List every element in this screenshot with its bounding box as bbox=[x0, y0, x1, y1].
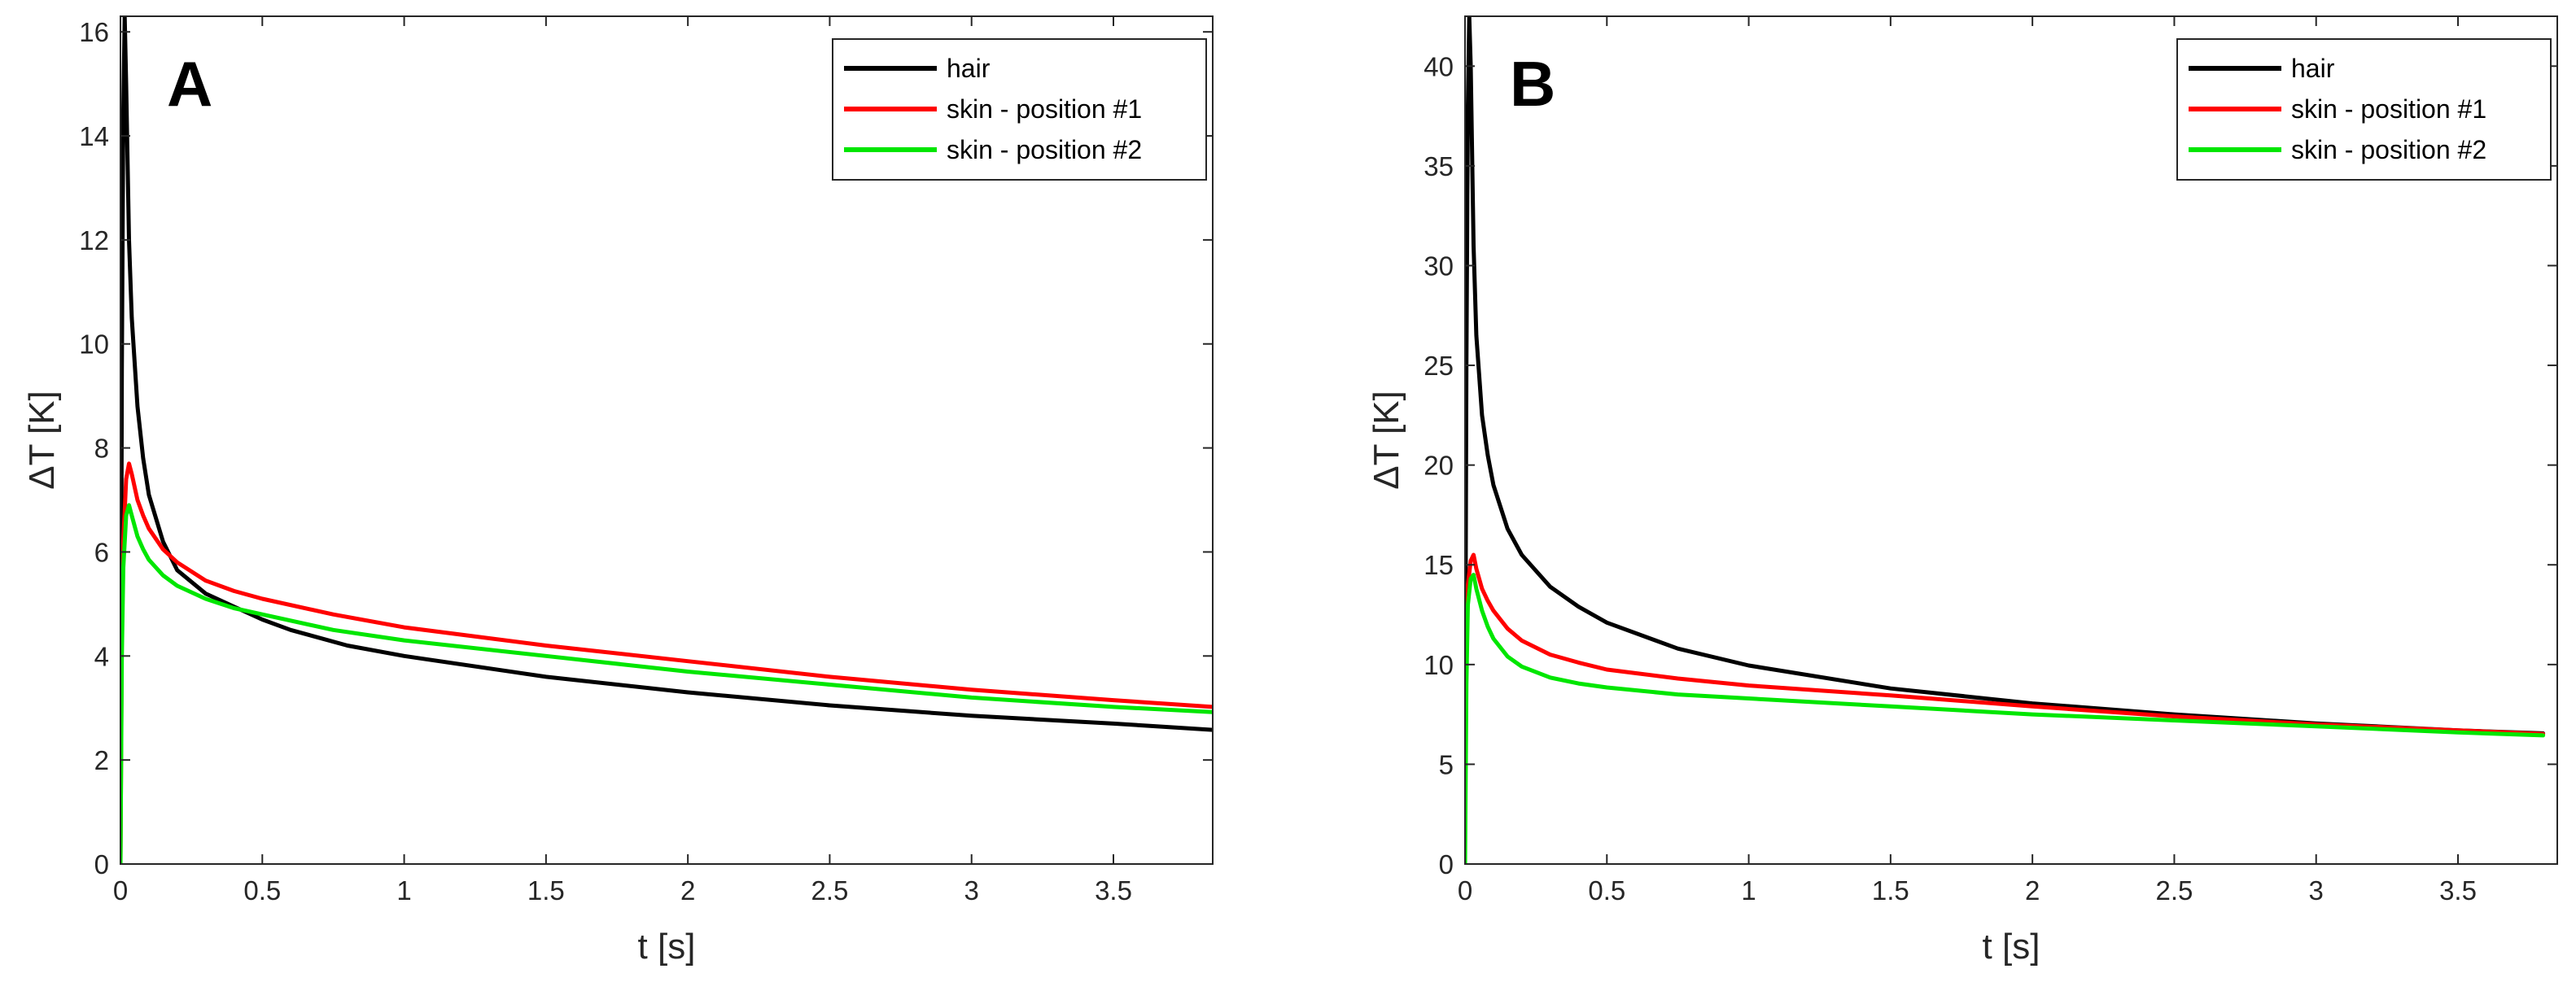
y-tick-label: 4 bbox=[94, 641, 109, 671]
legend-label: hair bbox=[947, 54, 991, 83]
chart-panel-a: 0 0.5 1 1.5 2 2.5 3 3.5 0 2 4 6 8 10 12 14 16 t [s] ΔT [K]… bbox=[22, 15, 1214, 967]
y-axis-label: ΔT [K] bbox=[1367, 391, 1406, 490]
y-tick-label: 35 bbox=[1424, 151, 1454, 181]
x-tick-label: 3.5 bbox=[2439, 875, 2477, 906]
series-line-skin-position-2 bbox=[1465, 573, 2546, 864]
x-tick-label: 2.5 bbox=[2155, 875, 2193, 906]
y-tick-label: 2 bbox=[94, 745, 109, 775]
y-tick-label: 10 bbox=[1424, 650, 1454, 680]
y-tick-label: 0 bbox=[94, 849, 109, 879]
series-line-hair bbox=[1465, 16, 2546, 766]
y-tick-label: 0 bbox=[1439, 849, 1454, 879]
panel-label: A bbox=[167, 48, 212, 120]
x-tick-label: 1 bbox=[1741, 875, 1756, 906]
axes-box bbox=[1464, 15, 2558, 865]
x-tick-label: 1 bbox=[396, 875, 411, 906]
legend-label: skin - position #2 bbox=[947, 135, 1142, 164]
x-tick-label: 0 bbox=[1458, 875, 1472, 906]
y-tick-label: 16 bbox=[79, 17, 109, 47]
y-tick-label: 5 bbox=[1439, 749, 1454, 779]
y-tick-label: 10 bbox=[79, 329, 109, 360]
x-axis-label: t [s] bbox=[1983, 927, 2040, 967]
x-tick-label: 0.5 bbox=[1588, 875, 1625, 906]
axes-box bbox=[120, 15, 1214, 865]
x-tick-label: 3.5 bbox=[1095, 875, 1132, 906]
y-tick-label: 14 bbox=[79, 121, 109, 151]
legend-label: skin - position #1 bbox=[2291, 94, 2486, 124]
chart-panel-b: 0 0.5 1 1.5 2 2.5 3 3.5 0 5 10 15 20 25 30 35 40 t [s] ΔT … bbox=[1367, 15, 2558, 967]
panel-label: B bbox=[1510, 48, 1555, 120]
y-tick-label: 15 bbox=[1424, 550, 1454, 580]
series-line-skin-position-1 bbox=[1465, 552, 2546, 766]
series-line-skin-position-1 bbox=[120, 461, 1213, 864]
legend-label: hair bbox=[2291, 54, 2335, 83]
y-tick-label: 40 bbox=[1424, 51, 1454, 81]
y-tick-label: 6 bbox=[94, 537, 109, 567]
x-tick-label: 1.5 bbox=[1872, 875, 1909, 906]
y-axis-label: ΔT [K] bbox=[22, 391, 62, 490]
legend: hair skin - position #1 skin - position #2 bbox=[2176, 38, 2552, 181]
y-tick-label: 30 bbox=[1424, 251, 1454, 281]
y-tick-label: 25 bbox=[1424, 351, 1454, 381]
x-tick-label: 3 bbox=[2309, 875, 2324, 906]
x-tick-label: 2.5 bbox=[811, 875, 848, 906]
x-tick-label: 1.5 bbox=[527, 875, 565, 906]
x-tick-label: 0 bbox=[113, 875, 128, 906]
y-tick-label: 8 bbox=[94, 434, 109, 464]
y-tick-label: 12 bbox=[79, 225, 109, 255]
x-tick-label: 2 bbox=[2025, 875, 2040, 906]
x-tick-label: 0.5 bbox=[243, 875, 281, 906]
legend-label: skin - position #1 bbox=[947, 94, 1142, 124]
x-tick-label: 2 bbox=[680, 875, 695, 906]
series-line-skin-position-2 bbox=[120, 503, 1213, 864]
x-axis-label: t [s] bbox=[638, 927, 696, 967]
series-line-hair bbox=[120, 16, 1213, 864]
legend-label: skin - position #2 bbox=[2291, 135, 2486, 164]
x-tick-label: 3 bbox=[964, 875, 979, 906]
legend: hair skin - position #1 skin - position #2 bbox=[832, 38, 1207, 181]
y-tick-label: 20 bbox=[1424, 451, 1454, 481]
